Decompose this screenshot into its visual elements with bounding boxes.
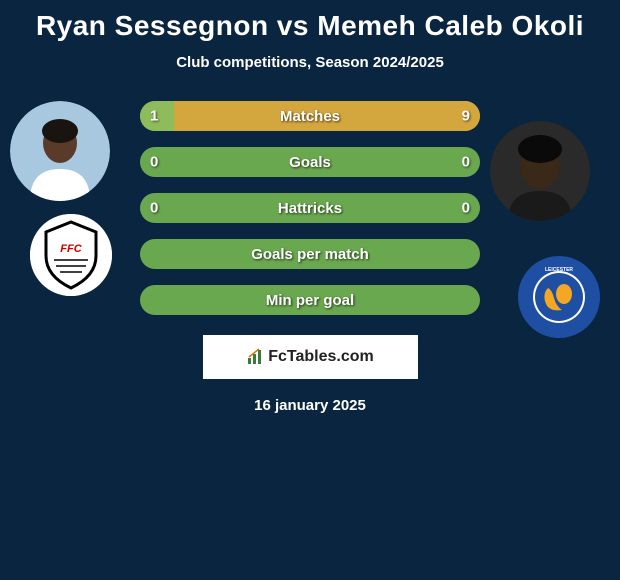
stat-bar: 1 9 Matches — [140, 101, 480, 131]
stat-label: Goals — [289, 154, 331, 171]
stat-bar: 0 0 Goals — [140, 147, 480, 177]
stat-value-right: 0 — [462, 154, 470, 171]
svg-text:LEICESTER: LEICESTER — [545, 267, 573, 273]
player-right-portrait — [490, 121, 590, 221]
stat-bars: 1 9 Matches 0 0 Goals 0 0 Hattricks Goals per mat… — [140, 101, 480, 315]
page-title: Ryan Sessegnon vs Memeh Caleb Okoli — [0, 0, 620, 42]
subtitle: Club competitions, Season 2024/2025 — [0, 54, 620, 71]
stat-label: Hattricks — [278, 200, 342, 217]
stat-label: Matches — [280, 108, 340, 125]
stat-bar: Goals per match — [140, 239, 480, 269]
stat-bar: 0 0 Hattricks — [140, 193, 480, 223]
club-right-badge: LEICESTER — [518, 256, 600, 338]
watermark-text: FcTables.com — [268, 348, 374, 366]
stat-value-left: 0 — [150, 200, 158, 217]
stat-label: Min per goal — [266, 292, 354, 309]
player-left-portrait — [10, 101, 110, 201]
stat-value-left: 0 — [150, 154, 158, 171]
chart-icon — [246, 348, 264, 366]
stat-value-right: 0 — [462, 200, 470, 217]
stat-label: Goals per match — [251, 246, 369, 263]
watermark-logo: FcTables.com — [246, 348, 374, 366]
watermark-box: FcTables.com — [203, 335, 418, 379]
svg-text:FFC: FFC — [60, 243, 82, 255]
stat-bar: Min per goal — [140, 285, 480, 315]
content-area: FFC LEICESTER 1 9 Matches 0 0 Goals 0 0 Hattrick… — [0, 101, 620, 414]
stat-value-left: 1 — [150, 108, 158, 125]
date-text: 16 january 2025 — [0, 397, 620, 414]
club-left-badge: FFC — [30, 214, 112, 296]
stat-value-right: 9 — [462, 108, 470, 125]
